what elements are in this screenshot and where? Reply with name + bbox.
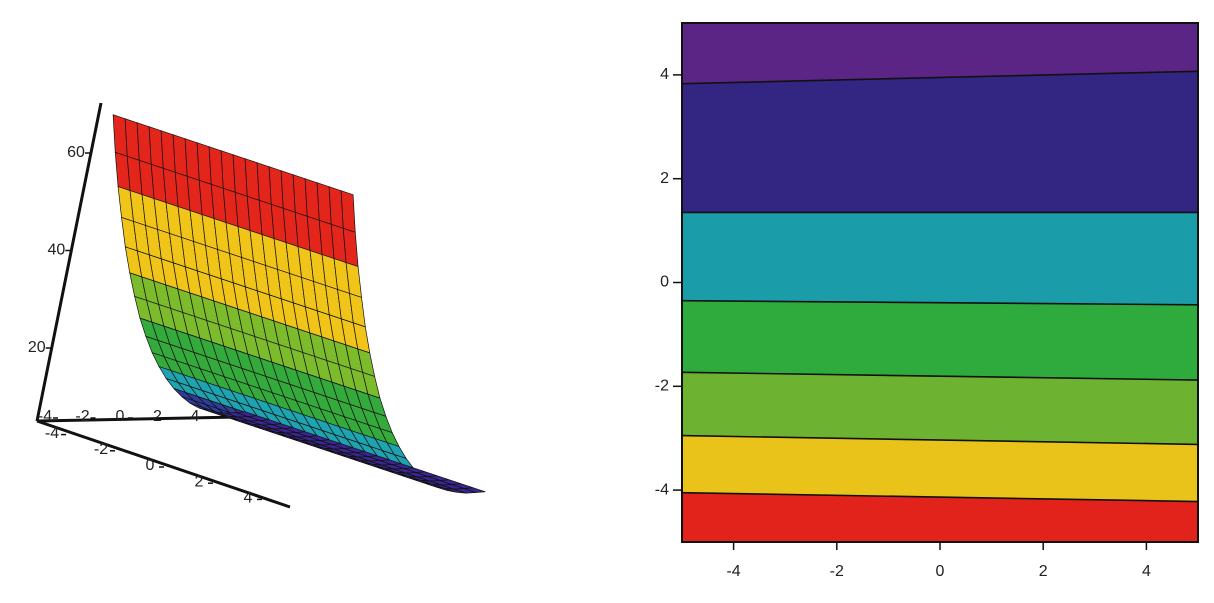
contour-line bbox=[681, 491, 1199, 503]
y-tick-label: 4 bbox=[244, 490, 253, 507]
contour-band bbox=[682, 300, 1198, 381]
z-tick-label: 20 bbox=[28, 339, 46, 356]
y-tick-label: 0 bbox=[660, 274, 669, 291]
y-axis bbox=[36, 419, 291, 509]
z-axis bbox=[35, 102, 103, 422]
y-tick-label: 4 bbox=[660, 66, 669, 83]
x-tick-label: 0 bbox=[116, 408, 125, 425]
contour-band bbox=[682, 372, 1198, 445]
x-tick-label: 4 bbox=[191, 408, 200, 425]
x-tick-label: -2 bbox=[830, 563, 844, 580]
x-tick-label: -4 bbox=[38, 408, 52, 425]
y-tick-label: 0 bbox=[146, 457, 155, 474]
y-tick-label: 2 bbox=[195, 473, 204, 490]
contour-line bbox=[681, 371, 1199, 381]
y-tick-label: -2 bbox=[94, 441, 108, 458]
y-tick-label: -2 bbox=[655, 378, 669, 395]
contour-line bbox=[681, 70, 1199, 85]
contour-band bbox=[682, 435, 1198, 502]
contour-band bbox=[682, 71, 1198, 213]
y-tick-label: -4 bbox=[45, 425, 59, 442]
z-tick-label: 40 bbox=[48, 242, 66, 259]
contour-plot: -4 -2 0 2 4 -4 -2 0 2 4 bbox=[655, 22, 1199, 580]
surface-cell bbox=[463, 487, 486, 493]
contour-band bbox=[682, 23, 1198, 84]
contour-band bbox=[682, 492, 1198, 542]
z-tick-label: 60 bbox=[67, 144, 85, 161]
y-tick-label: 2 bbox=[660, 170, 669, 187]
surface-cell bbox=[340, 190, 356, 233]
x-tick-label: -2 bbox=[75, 408, 89, 425]
x-tick-label: 2 bbox=[153, 408, 162, 425]
contour-band bbox=[682, 212, 1198, 305]
x-tick-label: 0 bbox=[936, 563, 945, 580]
x-tick-label: 2 bbox=[1039, 563, 1048, 580]
surface-plot: 20 40 60 -4 -2 0 2 4 -4 -2 0 2 4 bbox=[28, 102, 486, 509]
contour-line bbox=[681, 299, 1199, 306]
y-tick-label: -4 bbox=[655, 481, 669, 498]
contour-line bbox=[681, 434, 1199, 446]
x-tick-label: 4 bbox=[1142, 563, 1151, 580]
x-tick-label: -4 bbox=[726, 563, 740, 580]
